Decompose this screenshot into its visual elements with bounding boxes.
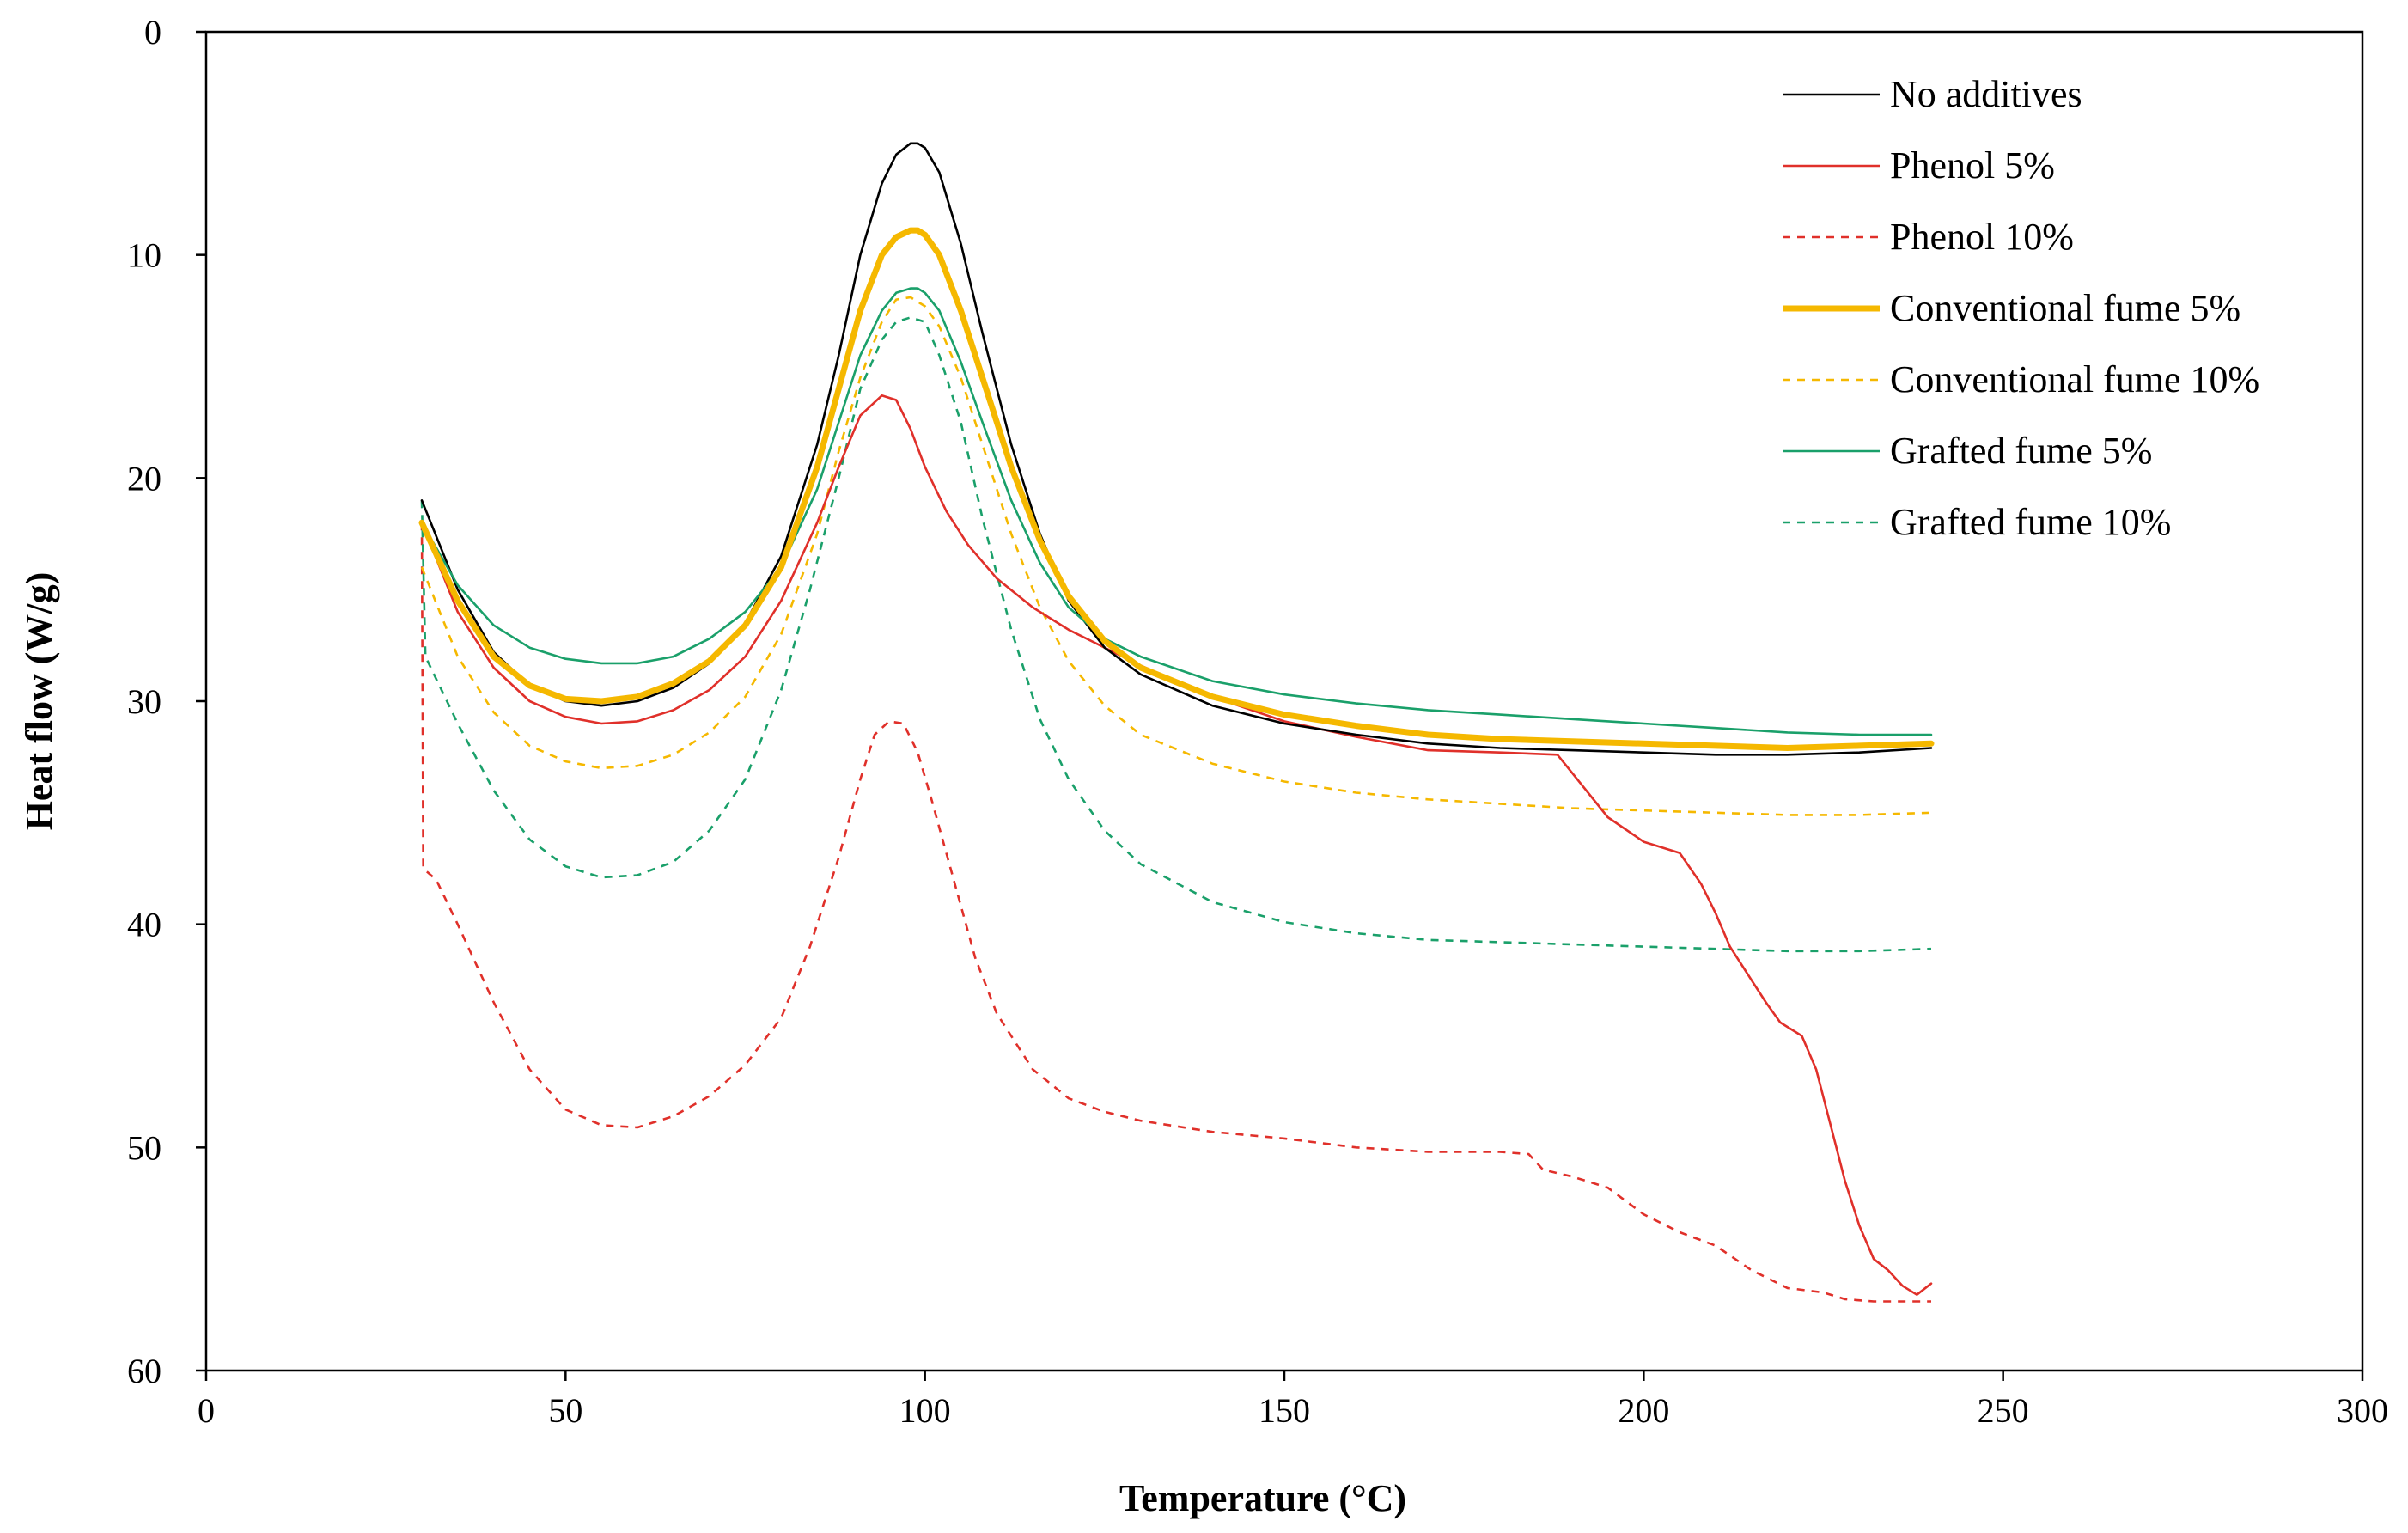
x-tick-label: 200 [1618, 1391, 1669, 1430]
legend-label: Conventional fume 5% [1890, 287, 2240, 329]
legend-label: No additives [1890, 73, 2082, 115]
legend-label: Conventional fume 10% [1890, 358, 2259, 400]
x-tick-label: 50 [548, 1391, 582, 1430]
series-line-grafted-fume-10 [420, 316, 1932, 953]
series-layer [418, 142, 1935, 1303]
x-tick-label: 300 [2337, 1391, 2388, 1430]
y-tick-label: 50 [127, 1128, 162, 1167]
legend-label: Phenol 10% [1890, 216, 2074, 258]
series-line-no-additives [420, 142, 1933, 756]
legend-label: Grafted fume 10% [1890, 501, 2171, 543]
legend-label: Grafted fume 5% [1890, 430, 2152, 472]
series-line-grafted-fume-5 [420, 287, 1933, 736]
y-tick-label: 30 [127, 682, 162, 721]
x-tick-label: 100 [899, 1391, 951, 1430]
legend-label: Phenol 5% [1890, 144, 2055, 186]
series-line-conventional-fume-10 [420, 296, 1932, 816]
x-axis-title: Temperature (°C) [1119, 1477, 1406, 1519]
series-line-conventional-fume-5 [418, 227, 1935, 751]
x-axis-ticks: 0 50 100 150 200 250 300 [198, 1371, 2388, 1430]
y-axis-ticks: 0 10 20 30 40 50 60 [127, 13, 206, 1390]
x-tick-label: 0 [198, 1391, 215, 1430]
series-line-phenol-10 [420, 522, 1931, 1303]
y-tick-label: 0 [144, 13, 162, 52]
legend: No additives Phenol 5% Phenol 10% Conventio… [1783, 73, 2259, 543]
x-tick-label: 150 [1259, 1391, 1310, 1430]
x-tick-label: 250 [1978, 1391, 2029, 1430]
y-axis-title: Heat flow (W/g) [18, 572, 60, 831]
y-tick-label: 40 [127, 906, 162, 944]
y-tick-label: 10 [127, 236, 162, 275]
y-tick-label: 20 [127, 459, 162, 498]
series-line-phenol-5 [420, 394, 1933, 1296]
y-tick-label: 60 [127, 1352, 162, 1390]
